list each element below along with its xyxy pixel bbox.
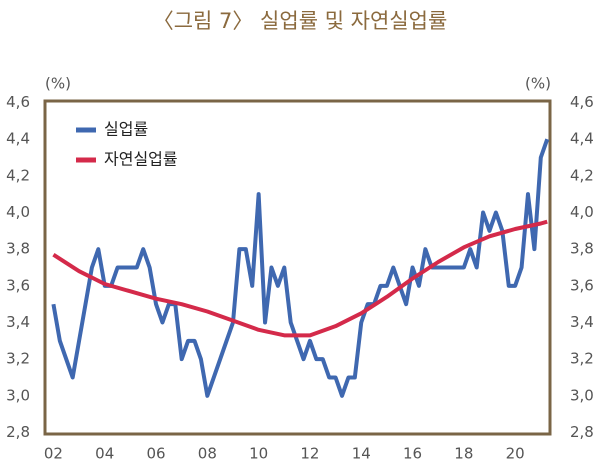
y2-tick-label: 4,4 [570, 130, 594, 148]
y-unit: (%) [45, 75, 71, 93]
y2-tick-label: 4,6 [570, 93, 594, 111]
x-tick-label: 16 [403, 445, 422, 463]
legend-label: 자연실업률 [104, 150, 178, 169]
y-tick-label: 3,2 [6, 350, 30, 368]
y2-tick-label: 3,6 [570, 276, 594, 294]
y2-unit: (%) [525, 75, 551, 93]
x-tick-label: 02 [44, 445, 63, 463]
y2-tick-label: 4,0 [570, 203, 594, 221]
chart-title: 〈그림 7〉 실업률 및 자연실업률 [153, 9, 448, 33]
data-line [52, 219, 548, 338]
y2-tick-label: 3,4 [570, 313, 594, 331]
y-tick-label: 4,4 [6, 130, 30, 148]
y-tick-label: 3,4 [6, 313, 30, 331]
x-tick-label: 06 [146, 445, 165, 463]
y2-tick-label: 3,2 [570, 350, 594, 368]
legend-label: 실업률 [104, 120, 148, 139]
y2-tick-label: 3,8 [570, 240, 594, 258]
y-tick-label: 3,0 [6, 386, 30, 404]
y2-tick-label: 3,0 [570, 386, 594, 404]
y-tick-label: 3,8 [6, 240, 30, 258]
y-tick-label: 2,8 [6, 423, 30, 441]
x-tick-label: 12 [300, 445, 319, 463]
y2-tick-label: 2,8 [570, 423, 594, 441]
x-tick-label: 14 [352, 445, 371, 463]
y-tick-label: 3,6 [6, 276, 30, 294]
x-tick-label: 04 [95, 445, 114, 463]
x-tick-label: 18 [454, 445, 473, 463]
y-tick-label: 4,6 [6, 93, 30, 111]
x-tick-label: 10 [249, 445, 268, 463]
x-tick-label: 08 [198, 445, 217, 463]
y-tick-label: 4,0 [6, 203, 30, 221]
x-tick-label: 20 [506, 445, 525, 463]
y-tick-label: 4,2 [6, 166, 30, 184]
y2-tick-label: 4,2 [570, 166, 594, 184]
data-line [51, 138, 550, 398]
plot-frame [43, 99, 552, 436]
